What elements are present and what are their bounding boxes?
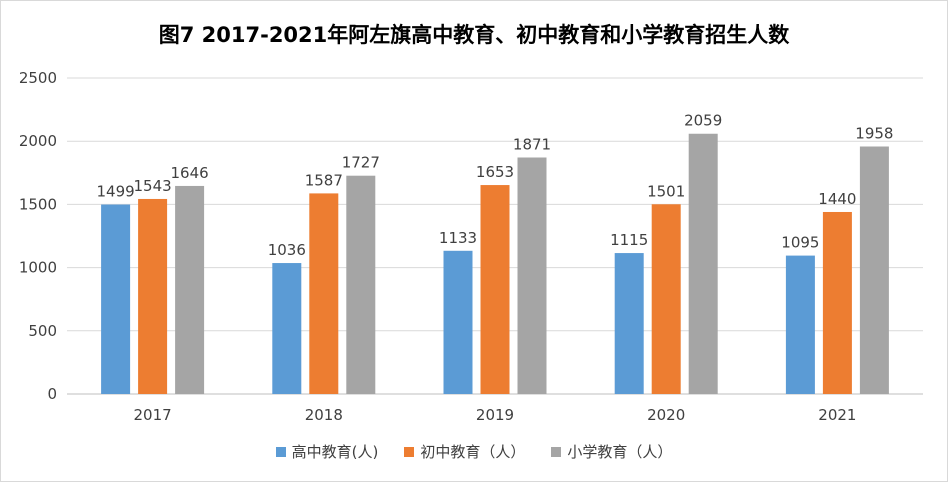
bar bbox=[651, 204, 681, 394]
y-tick-label: 1500 bbox=[19, 195, 57, 213]
bar bbox=[346, 175, 376, 394]
data-label: 1095 bbox=[781, 234, 819, 252]
bar bbox=[517, 157, 547, 394]
legend-swatch-primary-school bbox=[551, 446, 562, 457]
bar bbox=[101, 204, 131, 394]
data-label: 1543 bbox=[134, 177, 172, 195]
bar bbox=[443, 250, 473, 394]
bar bbox=[822, 211, 852, 394]
legend-item-high-school: 高中教育(人) bbox=[275, 441, 379, 462]
legend-item-middle-school: 初中教育（人） bbox=[404, 441, 525, 462]
legend-item-primary-school: 小学教育（人） bbox=[551, 441, 672, 462]
legend-swatch-middle-school bbox=[404, 446, 415, 457]
data-label: 1115 bbox=[610, 231, 648, 249]
x-tick-label: 2019 bbox=[476, 406, 514, 424]
x-tick-label: 2021 bbox=[818, 406, 856, 424]
y-tick-label: 0 bbox=[47, 385, 57, 403]
y-tick-label: 2500 bbox=[19, 69, 57, 87]
data-label: 1440 bbox=[818, 190, 856, 208]
data-label: 2059 bbox=[684, 112, 722, 130]
data-label: 1646 bbox=[171, 164, 209, 182]
y-tick-label: 500 bbox=[28, 322, 57, 340]
data-label: 1587 bbox=[305, 171, 343, 189]
y-tick-label: 2000 bbox=[19, 132, 57, 150]
data-label: 1501 bbox=[647, 182, 685, 200]
bar bbox=[859, 146, 889, 394]
bar bbox=[272, 263, 302, 394]
bar bbox=[614, 253, 644, 394]
x-tick-label: 2017 bbox=[134, 406, 172, 424]
y-tick-label: 1000 bbox=[19, 259, 57, 277]
x-tick-label: 2018 bbox=[305, 406, 343, 424]
data-label: 1958 bbox=[855, 125, 893, 143]
bar bbox=[480, 185, 510, 394]
x-tick-label: 2020 bbox=[647, 406, 685, 424]
legend-label-high-school: 高中教育(人) bbox=[291, 443, 379, 461]
legend-label-primary-school: 小学教育（人） bbox=[567, 443, 673, 461]
legend: 高中教育(人) 初中教育（人） 小学教育（人） bbox=[1, 441, 947, 462]
bar bbox=[688, 133, 718, 394]
chart-title: 图7 2017-2021年阿左旗高中教育、初中教育和小学教育招生人数 bbox=[158, 23, 790, 47]
legend-swatch-high-school bbox=[275, 446, 286, 457]
data-label: 1727 bbox=[342, 154, 380, 172]
data-label: 1133 bbox=[439, 229, 477, 247]
bar bbox=[138, 198, 168, 394]
bar bbox=[175, 185, 205, 394]
data-label: 1653 bbox=[476, 163, 514, 181]
data-label: 1499 bbox=[97, 183, 135, 201]
data-label: 1871 bbox=[513, 136, 551, 154]
legend-label-middle-school: 初中教育（人） bbox=[420, 443, 526, 461]
data-label: 1036 bbox=[268, 241, 306, 259]
bar bbox=[785, 255, 815, 394]
bar bbox=[309, 193, 339, 394]
